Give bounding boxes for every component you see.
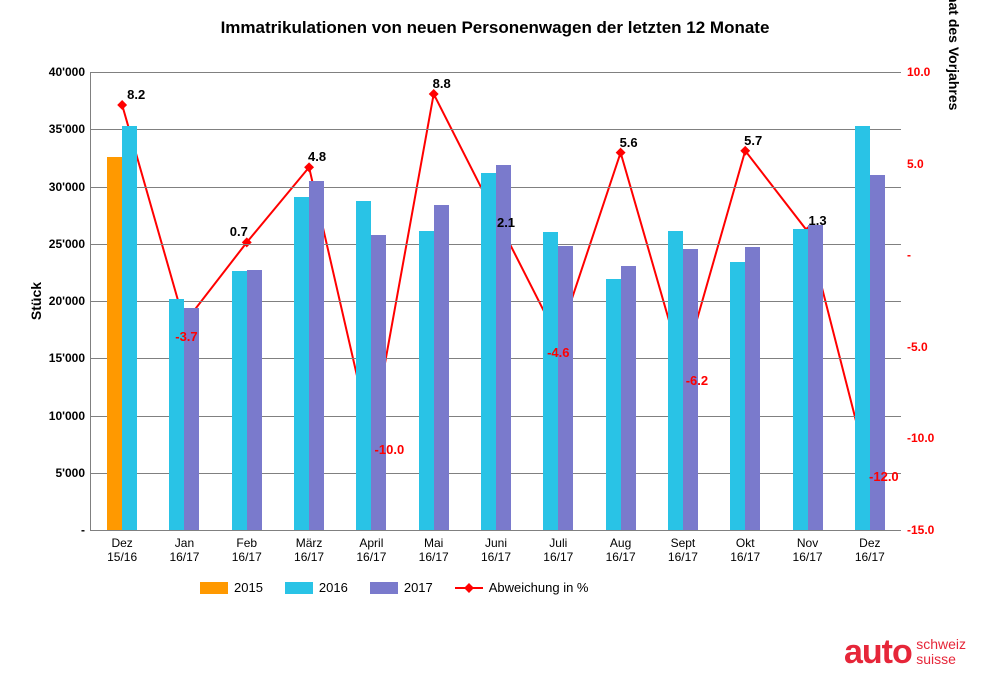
category-label: Sept 16/17 <box>668 530 698 565</box>
bar-2017 <box>309 181 324 530</box>
left-axis-tick: 5'000 <box>55 466 91 480</box>
bar-2017 <box>558 246 573 530</box>
bar-2017 <box>247 270 262 530</box>
bar-2016 <box>122 126 137 530</box>
left-axis-tick: 10'000 <box>49 409 91 423</box>
category-label: Juli 16/17 <box>543 530 573 565</box>
legend-item-2016: 2016 <box>285 580 348 595</box>
brand-logo: auto schweiz suisse <box>844 637 966 668</box>
category-label: Dez 15/16 <box>107 530 137 565</box>
gridline <box>91 129 901 130</box>
category-label: März 16/17 <box>294 530 324 565</box>
category-label: Nov 16/17 <box>793 530 823 565</box>
right-axis-label: prozentuale Abweichung gegenüber Monat d… <box>946 0 962 110</box>
category-label: Feb 16/17 <box>232 530 262 565</box>
left-axis-tick: 40'000 <box>49 65 91 79</box>
gridline <box>91 72 901 73</box>
left-axis-tick: - <box>81 523 91 537</box>
category-label: Okt 16/17 <box>730 530 760 565</box>
plot-area: -5'00010'00015'00020'00025'00030'00035'0… <box>90 72 901 531</box>
category-label: Dez 16/17 <box>855 530 885 565</box>
legend-item-deviation: Abweichung in % <box>455 580 589 595</box>
deviation-value-label: -4.6 <box>547 345 569 360</box>
bar-2016 <box>793 229 808 530</box>
deviation-value-label: -3.7 <box>175 329 197 344</box>
right-axis-tick: 10.0 <box>901 65 930 79</box>
legend-swatch-icon <box>200 582 228 594</box>
legend-swatch-icon <box>285 582 313 594</box>
category-label: Mai 16/17 <box>419 530 449 565</box>
bar-2017 <box>683 249 698 530</box>
right-axis-tick: -15.0 <box>901 523 934 537</box>
bar-2017 <box>808 225 823 530</box>
left-axis-label: Stück <box>28 282 44 320</box>
legend-label: 2016 <box>319 580 348 595</box>
left-axis-tick: 30'000 <box>49 180 91 194</box>
legend-item-2017: 2017 <box>370 580 433 595</box>
deviation-value-label: 5.7 <box>744 133 762 148</box>
legend-item-2015: 2015 <box>200 580 263 595</box>
bar-2016 <box>606 279 621 530</box>
deviation-value-label: 5.6 <box>620 135 638 150</box>
bar-2017 <box>621 266 636 530</box>
category-label: Aug 16/17 <box>606 530 636 565</box>
category-label: Juni 16/17 <box>481 530 511 565</box>
bar-2017 <box>434 205 449 530</box>
right-axis-tick: - <box>901 248 911 262</box>
deviation-value-label: -10.0 <box>375 442 405 457</box>
left-axis-tick: 15'000 <box>49 351 91 365</box>
bar-2016 <box>232 271 247 530</box>
deviation-value-label: 8.2 <box>127 87 145 102</box>
deviation-value-label: 2.1 <box>497 215 515 230</box>
left-axis-tick: 20'000 <box>49 294 91 308</box>
legend-label: 2017 <box>404 580 433 595</box>
bar-2016 <box>294 197 309 530</box>
chart-container: Immatrikulationen von neuen Personenwage… <box>0 0 990 688</box>
deviation-value-label: 8.8 <box>433 76 451 91</box>
category-label: April 16/17 <box>356 530 386 565</box>
deviation-value-label: -6.2 <box>686 373 708 388</box>
legend-label: Abweichung in % <box>489 580 589 595</box>
deviation-value-label: -12.0 <box>869 469 899 484</box>
right-axis-tick: -5.0 <box>901 340 928 354</box>
left-axis-tick: 25'000 <box>49 237 91 251</box>
deviation-value-label: 0.7 <box>230 224 248 239</box>
logo-sub-text: schweiz suisse <box>916 637 966 666</box>
deviation-value-label: 4.8 <box>308 149 326 164</box>
bar-2015 <box>107 157 122 530</box>
legend-line-icon <box>455 582 483 594</box>
legend-swatch-icon <box>370 582 398 594</box>
bar-2016 <box>730 262 745 530</box>
bar-2016 <box>668 231 683 530</box>
bar-2016 <box>356 201 371 530</box>
bar-2017 <box>745 247 760 530</box>
right-axis-tick: 5.0 <box>901 157 924 171</box>
bar-2016 <box>419 231 434 530</box>
bar-2016 <box>855 126 870 530</box>
bar-2017 <box>371 235 386 530</box>
chart-title: Immatrikulationen von neuen Personenwage… <box>0 18 990 38</box>
bar-2016 <box>543 232 558 530</box>
category-label: Jan 16/17 <box>169 530 199 565</box>
right-axis-tick: -10.0 <box>901 431 934 445</box>
bar-2016 <box>481 173 496 530</box>
legend: 2015 2016 2017 Abweichung in % <box>200 580 589 595</box>
deviation-value-label: 1.3 <box>808 213 826 228</box>
logo-main-text: auto <box>844 633 912 671</box>
legend-label: 2015 <box>234 580 263 595</box>
left-axis-tick: 35'000 <box>49 122 91 136</box>
